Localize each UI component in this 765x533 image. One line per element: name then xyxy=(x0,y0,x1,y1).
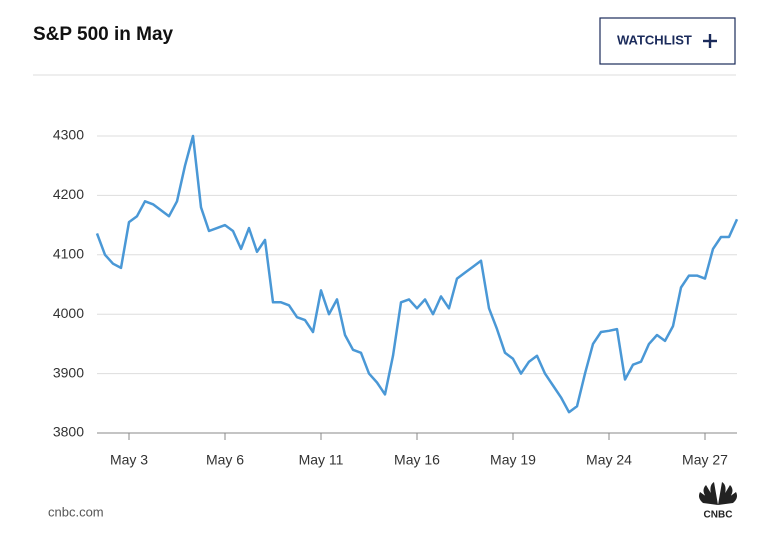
x-tick-label: May 19 xyxy=(490,452,536,468)
chart-title: S&P 500 in May xyxy=(33,24,174,45)
y-tick-label: 4100 xyxy=(53,246,84,262)
button-label[interactable]: WATCHLIST xyxy=(617,32,692,47)
y-tick-label: 4000 xyxy=(53,305,84,321)
x-tick-label: May 6 xyxy=(206,452,244,468)
cnbc-logo: CNBC xyxy=(699,482,737,521)
x-tick-label: May 24 xyxy=(586,452,632,468)
logo-text: CNBC xyxy=(704,510,733,521)
x-tick-label: May 3 xyxy=(110,452,148,468)
y-tick-label: 3900 xyxy=(53,364,84,380)
logo-peacock xyxy=(699,482,737,505)
y-tick-label: 4300 xyxy=(53,127,84,143)
x-tick-label: May 16 xyxy=(394,452,440,468)
source: cnbc.com xyxy=(48,504,104,519)
y-tick-label: 3800 xyxy=(53,424,84,440)
y-tick-label: 4200 xyxy=(53,186,84,202)
x-tick-label: May 27 xyxy=(682,452,728,468)
watchlist-button[interactable]: WATCHLIST xyxy=(599,17,736,65)
price-line xyxy=(95,134,739,414)
x-tick-label: May 11 xyxy=(299,452,344,468)
